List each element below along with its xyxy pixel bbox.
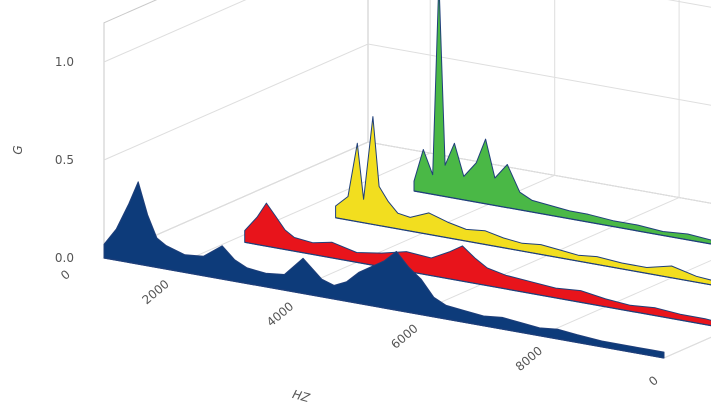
x-tick-label: 2000 [139,277,171,307]
x-tick-label: 6000 [388,321,420,351]
spectrum-series-3 [413,0,711,245]
depth-tick-label: 0 [58,267,73,283]
x-tick-label: 4000 [264,299,296,329]
hz-gridline [539,259,711,337]
x-tick-label: 8000 [513,344,545,374]
series-baseline-3 [413,190,711,245]
x-tick-label: 0 [646,373,661,389]
hz-gridline [165,0,431,270]
series-layer [103,0,711,359]
y-tick-label: 0.5 [55,153,74,167]
hz-gridline [663,336,711,359]
g-gridline [103,141,711,259]
y-tick-label: 0.0 [55,251,74,265]
series-baseline-1 [244,241,711,327]
g-gridline [103,0,711,63]
spectrum-series-1 [244,202,711,327]
y-tick-label: 1.0 [55,55,74,69]
spectrum-series-0 [103,181,665,359]
x-axis-title: HZ [291,387,312,405]
series-baseline-2 [335,217,711,286]
series-baseline-0 [103,257,665,359]
y-axis-title: G [11,145,25,154]
g-gridline [103,43,711,161]
